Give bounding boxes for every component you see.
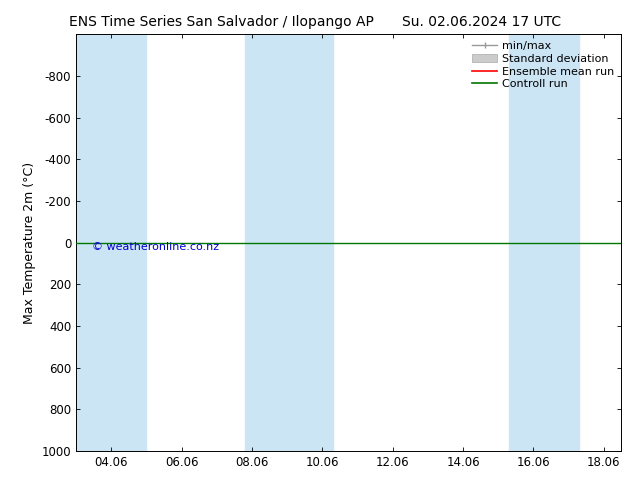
Bar bbox=[508, 34, 579, 451]
Y-axis label: Max Temperature 2m (°C): Max Temperature 2m (°C) bbox=[23, 162, 36, 323]
Text: Su. 02.06.2024 17 UTC: Su. 02.06.2024 17 UTC bbox=[403, 15, 561, 29]
Bar bbox=[76, 34, 146, 451]
Legend: min/max, Standard deviation, Ensemble mean run, Controll run: min/max, Standard deviation, Ensemble me… bbox=[468, 37, 619, 94]
Text: © weatheronline.co.nz: © weatheronline.co.nz bbox=[93, 242, 219, 252]
Text: ENS Time Series San Salvador / Ilopango AP: ENS Time Series San Salvador / Ilopango … bbox=[70, 15, 374, 29]
Bar bbox=[245, 34, 333, 451]
